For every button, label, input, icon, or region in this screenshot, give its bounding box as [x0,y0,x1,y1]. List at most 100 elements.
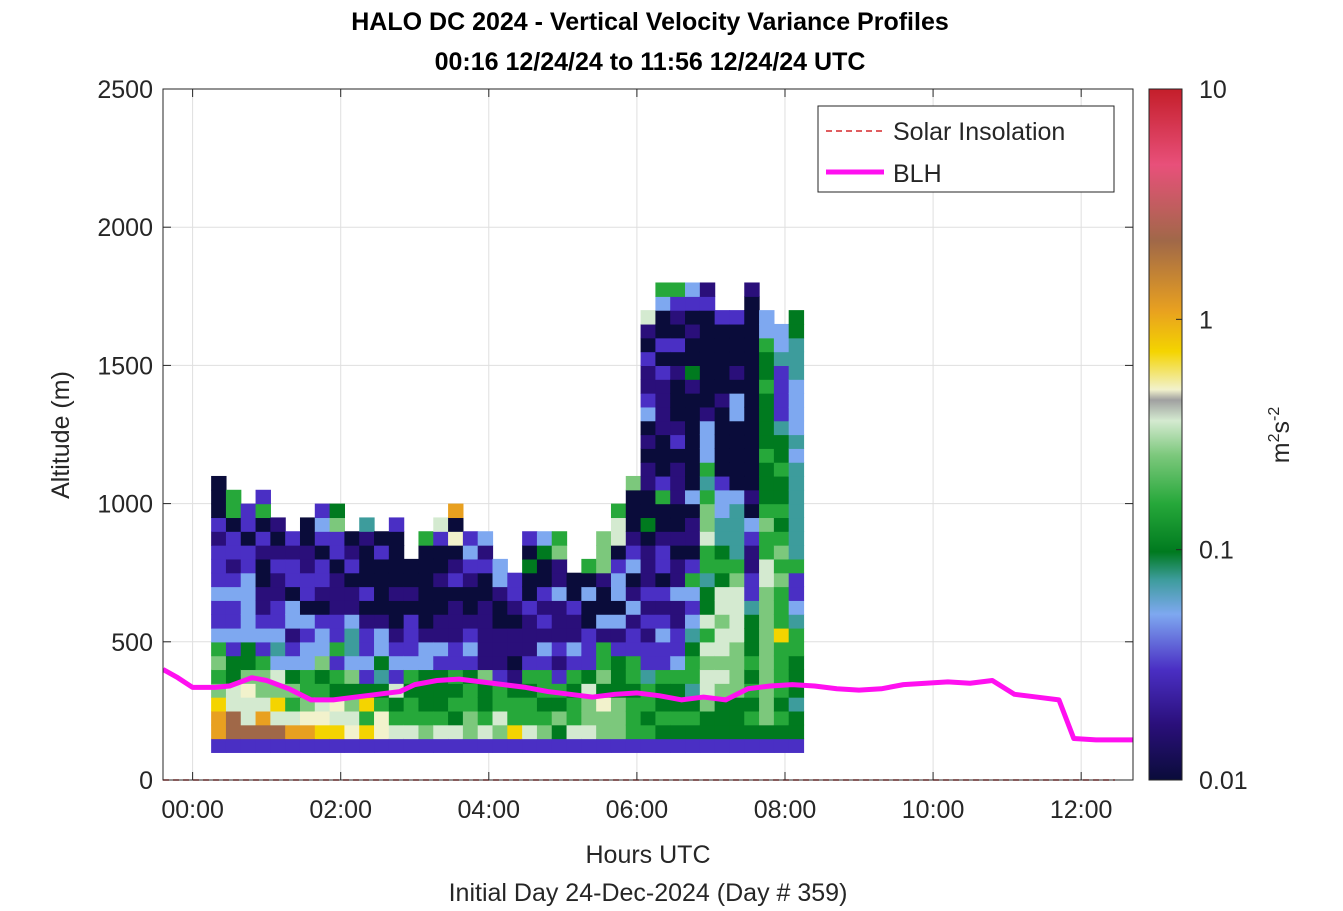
variance-cell [507,655,523,671]
variance-cell [670,627,686,643]
variance-cell [536,531,553,546]
variance-cell [270,724,286,740]
variance-cell [418,531,434,546]
variance-cell [655,669,671,684]
variance-cell [270,572,286,588]
variance-cell [773,641,790,657]
variance-cell [418,738,434,753]
variance-cell [596,545,612,560]
variance-cell [744,724,760,740]
variance-cell [448,503,464,519]
variance-cell [655,406,671,422]
variance-cell [270,641,286,657]
legend-blh-label: BLH [893,160,942,188]
variance-cell [418,558,434,574]
variance-cell [759,572,775,588]
variance-cell [640,545,657,560]
variance-cell [714,406,731,422]
variance-cell [522,558,538,574]
variance-cell [581,614,597,629]
variance-cell [670,351,686,366]
variance-cell [566,627,582,643]
variance-cell [285,738,301,753]
x-tick-label: 10:00 [902,796,965,824]
variance-cell [403,572,420,588]
variance-cell [744,641,760,657]
variance-cell [685,517,701,532]
variance-cell [211,641,227,657]
variance-cell [225,558,242,574]
variance-cell [744,600,760,615]
variance-cell [522,614,538,629]
variance-cell [670,572,686,588]
variance-cell [374,710,390,726]
variance-cell [433,545,449,560]
variance-cell [699,724,716,740]
variance-cell [625,697,642,712]
variance-cell [714,710,731,726]
variance-cell [640,462,657,477]
variance-cell [448,641,464,657]
variance-cell [566,572,582,588]
variance-cell [225,572,242,588]
variance-cell [714,503,731,519]
variance-cell [299,600,316,615]
variance-cell [581,558,597,574]
variance-cell [744,489,760,505]
variance-cell [225,738,242,753]
variance-cell [374,600,390,615]
variance-cell [240,697,257,712]
variance-cell [759,655,775,671]
variance-cell [536,738,553,753]
variance-cell [477,738,494,753]
variance-cell [522,724,538,740]
variance-cell [685,627,701,643]
variance-cell [788,420,805,436]
variance-cell [270,545,286,560]
variance-cell [211,614,227,629]
variance-cell [507,572,523,588]
variance-cell [211,475,227,491]
variance-cell [610,627,627,643]
variance-cell [744,420,760,436]
variance-cell [640,406,657,422]
variance-cell [640,365,657,380]
variance-cell [299,710,316,726]
variance-cell [670,503,686,519]
variance-cell [344,697,360,712]
variance-cell [699,475,716,491]
variance-cell [225,669,242,684]
variance-cell [285,558,301,574]
variance-cell [225,724,242,740]
variance-cell [729,462,745,477]
variance-cell [388,655,405,671]
variance-cell [240,738,257,753]
variance-cell [699,406,716,422]
variance-cell [610,655,627,671]
variance-cell [610,669,627,684]
variance-cell [551,558,568,574]
variance-cell [299,517,316,532]
variance-cell [388,531,405,546]
variance-cell [448,738,464,753]
variance-cell [492,558,508,574]
variance-cell [566,724,582,740]
variance-cell [225,586,242,601]
variance-cell [596,724,612,740]
variance-cell [477,614,494,629]
x-tick-label: 08:00 [754,796,817,824]
variance-cell [729,586,745,601]
variance-cell [388,641,405,657]
variance-cell [225,710,242,726]
variance-cell [685,462,701,477]
variance-cell [299,572,316,588]
variance-cell [314,641,331,657]
variance-cell [655,572,671,588]
variance-cell [240,683,257,698]
variance-cell [670,669,686,684]
variance-cell [551,600,568,615]
variance-cell [655,475,671,491]
variance-cell [462,683,479,698]
variance-cell [640,448,657,463]
colorbar-tick-label: 0.1 [1199,537,1234,565]
